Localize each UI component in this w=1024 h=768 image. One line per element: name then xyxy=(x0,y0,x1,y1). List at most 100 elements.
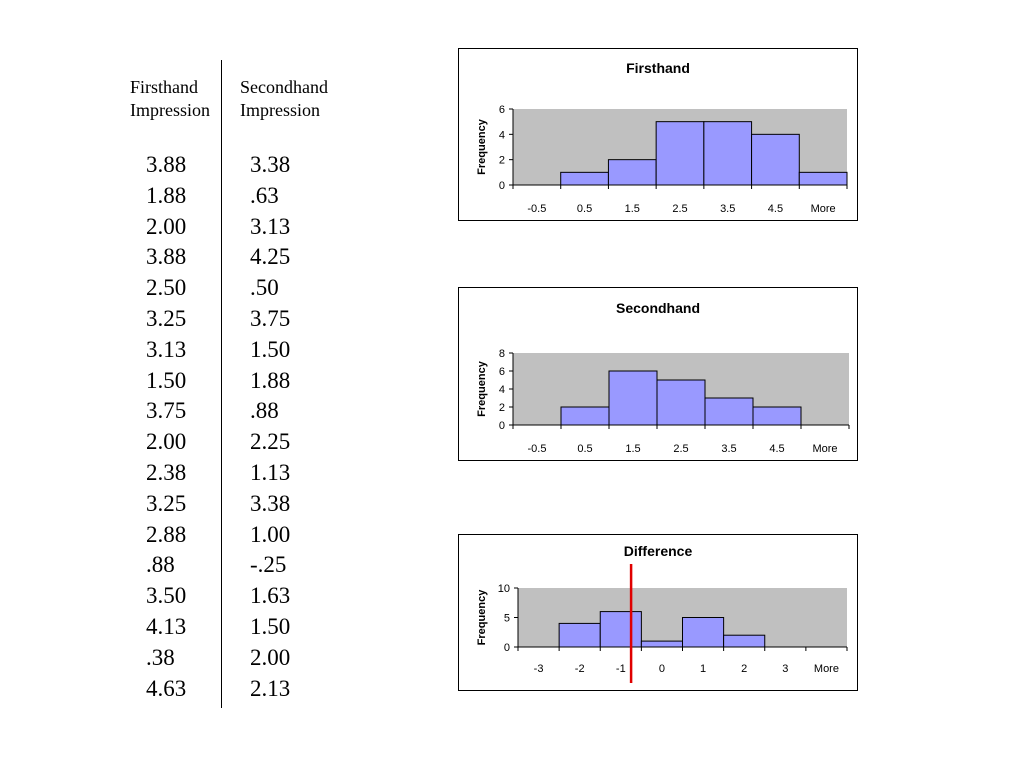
secondhand-value: 3.13 xyxy=(250,213,291,239)
y-tick-label: 6 xyxy=(499,366,505,378)
x-tick-label: 1.5 xyxy=(625,443,640,455)
firsthand-value: 2.00 xyxy=(146,429,187,455)
histogram-bar xyxy=(703,121,753,186)
y-tick-label: 10 xyxy=(498,583,510,595)
secondhand-value: 3.38 xyxy=(250,152,291,177)
secondhand-values: 3.38 .63 3.13 4.25 .50 3.75 1.50 1.88 .88 2.25 1.1… xyxy=(250,150,290,704)
y-tick-label: 4 xyxy=(499,384,505,396)
secondhand-header-line1: Secondhand xyxy=(240,77,328,97)
secondhand-value: 3.75 xyxy=(250,305,291,331)
difference-histogram: Difference 0 5 10 Frequency -3 -2 -1 0 1 2 3 More xyxy=(458,534,858,691)
x-tick-label: 0.5 xyxy=(577,203,592,215)
difference-chart-svg: Difference 0 5 10 Frequency -3 -2 -1 0 1 2 3 More xyxy=(476,543,848,683)
secondhand-value: -.25 xyxy=(250,552,287,578)
secondhand-value: 3.38 xyxy=(250,490,291,516)
data-table: Firsthand Impression Secondhand Impressi… xyxy=(0,0,400,768)
firsthand-value: 3.50 xyxy=(146,583,187,609)
x-tick-label: 4.5 xyxy=(769,443,784,455)
y-tick-label: 4 xyxy=(499,129,505,141)
y-tick-label: 2 xyxy=(499,155,505,167)
firsthand-value: 3.75 xyxy=(146,398,187,424)
secondhand-value: 1.50 xyxy=(250,336,291,362)
y-tick-label: 2 xyxy=(499,402,505,414)
firsthand-values: 3.88 1.88 2.00 3.88 2.50 3.25 3.13 1.50 3.75 2.00… xyxy=(146,150,186,704)
firsthand-value: 3.88 xyxy=(146,244,187,270)
chart-title: Difference xyxy=(624,543,693,559)
x-tick-label: -2 xyxy=(575,663,585,675)
secondhand-value: 2.00 xyxy=(250,644,291,670)
histogram-bar xyxy=(655,121,705,186)
firsthand-histogram: Firsthand 0 2 4 6 Frequency -0.5 0.5 1.5 2.5 3.5 4.… xyxy=(458,48,858,221)
firsthand-value: 3.88 xyxy=(146,152,187,177)
x-tick-label: 4.5 xyxy=(768,203,783,215)
firsthand-value: 3.25 xyxy=(146,490,187,516)
x-tick-label: -1 xyxy=(616,663,626,675)
secondhand-value: 1.13 xyxy=(250,459,291,485)
x-tick-label: 0.5 xyxy=(577,443,592,455)
x-tick-label: More xyxy=(811,203,836,215)
histogram-bar xyxy=(640,640,683,648)
firsthand-value: 2.50 xyxy=(146,275,187,301)
secondhand-value: 1.00 xyxy=(250,521,291,547)
chart-title: Firsthand xyxy=(626,60,690,76)
y-tick-label: 0 xyxy=(504,642,510,654)
secondhand-value: 1.63 xyxy=(250,583,291,609)
secondhand-value: 2.13 xyxy=(250,675,291,701)
firsthand-header: Firsthand Impression xyxy=(130,76,210,122)
histogram-bar xyxy=(751,133,800,186)
y-tick-label: 6 xyxy=(499,104,505,116)
firsthand-value: 2.00 xyxy=(146,213,187,239)
x-tick-label: -0.5 xyxy=(528,443,547,455)
y-tick-label: 0 xyxy=(499,420,505,432)
secondhand-header: Secondhand Impression xyxy=(240,76,328,122)
secondhand-value: 1.50 xyxy=(250,613,291,639)
secondhand-value: 1.88 xyxy=(250,367,291,393)
histogram-bar xyxy=(682,617,725,648)
x-tick-label: 2.5 xyxy=(673,443,688,455)
histogram-bar xyxy=(560,406,610,426)
x-tick-label: 2 xyxy=(741,663,747,675)
firsthand-value: 4.13 xyxy=(146,613,187,639)
x-tick-label: More xyxy=(812,443,837,455)
y-axis-label: Frequency xyxy=(476,360,488,417)
firsthand-value: 4.63 xyxy=(146,675,187,701)
secondhand-histogram: Secondhand 0 2 4 6 8 Frequency -0.5 0.5 1.5 2.5 3.5… xyxy=(458,287,858,461)
firsthand-value: .38 xyxy=(146,644,175,670)
y-axis-label: Frequency xyxy=(476,118,488,175)
firsthand-value: 2.38 xyxy=(146,459,187,485)
x-tick-label: 3.5 xyxy=(721,443,736,455)
firsthand-value: .88 xyxy=(146,552,175,578)
firsthand-value: 1.50 xyxy=(146,367,187,393)
secondhand-value: .50 xyxy=(250,275,279,301)
x-tick-label: -0.5 xyxy=(527,203,546,215)
histogram-bar xyxy=(704,397,754,426)
histogram-bar xyxy=(607,159,657,186)
x-tick-label: 3.5 xyxy=(720,203,735,215)
firsthand-value: 1.88 xyxy=(146,182,187,208)
y-axis-label: Frequency xyxy=(476,589,488,646)
histogram-bar xyxy=(798,171,848,186)
x-tick-label: -3 xyxy=(534,663,544,675)
x-tick-label: 1 xyxy=(700,663,706,675)
firsthand-value: 3.13 xyxy=(146,336,187,362)
firsthand-value: 2.88 xyxy=(146,521,187,547)
secondhand-header-line2: Impression xyxy=(240,100,320,120)
histogram-bar xyxy=(752,406,802,426)
secondhand-value: 4.25 xyxy=(250,244,291,270)
histogram-bar xyxy=(656,379,706,426)
firsthand-header-line1: Firsthand xyxy=(130,77,199,97)
x-tick-label: 3 xyxy=(782,663,788,675)
secondhand-value: 2.25 xyxy=(250,429,291,455)
histogram-bar xyxy=(599,611,642,648)
x-tick-label: 0 xyxy=(659,663,665,675)
chart-title: Secondhand xyxy=(616,300,700,316)
histogram-bar xyxy=(558,622,601,648)
x-tick-label: 1.5 xyxy=(625,203,640,215)
secondhand-value: .63 xyxy=(250,182,279,208)
histogram-bar xyxy=(608,370,658,426)
x-tick-label: 2.5 xyxy=(672,203,687,215)
y-tick-label: 8 xyxy=(499,348,505,360)
histogram-bar xyxy=(560,171,609,186)
column-divider xyxy=(221,60,222,708)
firsthand-value: 3.25 xyxy=(146,305,187,331)
